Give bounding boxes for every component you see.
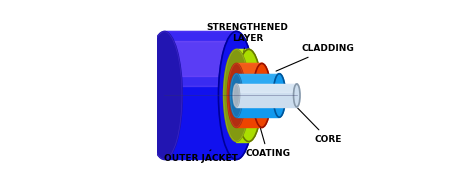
Ellipse shape — [236, 49, 262, 142]
Text: CLADDING: CLADDING — [276, 44, 354, 71]
Ellipse shape — [228, 64, 246, 127]
Polygon shape — [164, 41, 237, 86]
Polygon shape — [237, 49, 249, 82]
Text: OUTER JACKET: OUTER JACKET — [164, 150, 237, 163]
Ellipse shape — [223, 49, 249, 142]
Ellipse shape — [293, 84, 300, 107]
Polygon shape — [237, 74, 279, 89]
Ellipse shape — [223, 49, 249, 142]
Ellipse shape — [233, 84, 239, 107]
Ellipse shape — [146, 31, 182, 160]
Polygon shape — [237, 64, 262, 127]
Ellipse shape — [253, 64, 271, 127]
Ellipse shape — [228, 64, 246, 127]
Text: STRENGTHENED
LAYER: STRENGTHENED LAYER — [206, 23, 288, 53]
Ellipse shape — [230, 74, 243, 117]
Text: COATING: COATING — [245, 121, 290, 158]
Polygon shape — [237, 64, 262, 86]
Ellipse shape — [146, 31, 182, 160]
Polygon shape — [237, 49, 249, 142]
Ellipse shape — [233, 84, 239, 107]
Ellipse shape — [230, 74, 243, 117]
Text: CORE: CORE — [293, 103, 342, 144]
Ellipse shape — [273, 74, 285, 117]
Polygon shape — [237, 74, 279, 117]
Polygon shape — [164, 31, 237, 160]
Polygon shape — [237, 84, 297, 92]
Ellipse shape — [219, 31, 255, 160]
Polygon shape — [164, 31, 237, 76]
Polygon shape — [237, 84, 297, 107]
